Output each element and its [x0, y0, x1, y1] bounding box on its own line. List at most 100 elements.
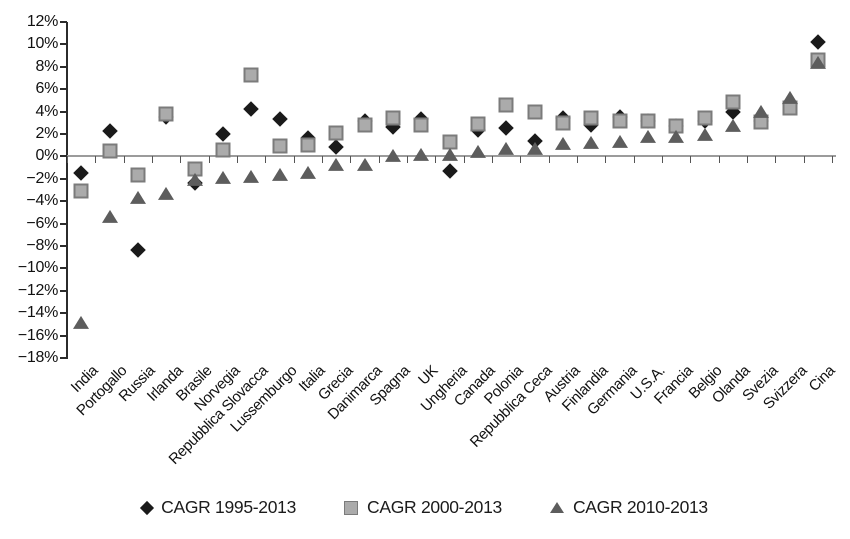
y-tick-label: −4% [26, 192, 58, 210]
data-point-triangle [554, 136, 571, 150]
y-axis-tick [60, 312, 67, 315]
y-axis-tick [60, 289, 67, 292]
x-axis-tick [463, 156, 465, 164]
data-point-triangle [668, 130, 685, 144]
y-axis-tick [60, 110, 67, 113]
data-point-square [328, 125, 344, 141]
x-axis-tick [67, 156, 68, 164]
y-tick-label: −2% [26, 169, 58, 187]
data-point-triangle [498, 141, 515, 155]
data-point-triangle [583, 135, 600, 149]
data-point-diamond [130, 242, 146, 259]
x-axis-tick [662, 156, 663, 164]
x-axis-tick [747, 156, 748, 164]
data-point-diamond [101, 122, 118, 139]
y-tick-label: −18% [17, 349, 58, 366]
data-point-triangle [158, 187, 175, 201]
data-point-square [612, 113, 627, 129]
data-point-triangle [469, 144, 486, 158]
data-point-square [385, 110, 401, 126]
y-axis-tick [60, 177, 67, 180]
y-axis-tick [60, 65, 67, 68]
data-point-triangle [299, 166, 316, 180]
y-tick-label: 12% [26, 13, 58, 30]
legend-diamond-icon [140, 500, 155, 515]
y-axis-line [66, 22, 68, 359]
data-point-square [555, 115, 571, 131]
data-point-triangle [413, 148, 430, 162]
y-tick-label: −6% [26, 214, 58, 232]
y-axis-tick [60, 357, 67, 359]
data-point-diamond [441, 163, 458, 179]
data-point-diamond [73, 165, 89, 181]
x-axis-tick [492, 156, 493, 164]
data-point-triangle [809, 56, 826, 70]
x-axis-tick [520, 156, 522, 164]
x-axis-tick [605, 156, 607, 164]
data-point-triangle [639, 130, 656, 144]
data-point-square [243, 67, 259, 83]
x-axis-tick [690, 156, 692, 164]
x-axis-tick [775, 156, 777, 164]
data-point-square [73, 183, 89, 199]
data-point-diamond [243, 101, 259, 118]
chart-legend: CAGR 1995-2013 CAGR 2000-2013 CAGR 2010-20… [0, 497, 850, 518]
data-point-square [442, 134, 457, 150]
legend-label: CAGR 1995-2013 [161, 497, 297, 517]
y-axis-tick [60, 267, 67, 270]
y-axis-tick [60, 222, 67, 225]
y-axis-tick [60, 21, 67, 23]
data-point-triangle [696, 127, 713, 141]
data-point-square [413, 117, 429, 133]
x-axis-tick [152, 156, 153, 164]
y-axis-tick [60, 200, 67, 203]
data-point-diamond [810, 34, 826, 50]
y-axis-tick [60, 245, 67, 247]
y-axis-tick [60, 155, 67, 158]
y-tick-label: −10% [17, 259, 58, 277]
data-point-square [583, 110, 599, 126]
y-axis-tick [60, 43, 67, 46]
y-tick-label: 0% [35, 147, 58, 165]
data-point-square [470, 116, 486, 132]
y-tick-label: 2% [35, 125, 58, 142]
data-point-square [130, 167, 146, 183]
data-point-square [697, 110, 712, 126]
x-axis-tick [237, 156, 238, 164]
data-point-triangle [101, 209, 118, 223]
data-point-triangle [781, 91, 798, 105]
data-point-triangle [214, 170, 231, 184]
data-point-square [272, 138, 287, 154]
data-point-diamond [215, 126, 231, 142]
data-point-triangle [186, 172, 203, 186]
x-axis-tick [577, 156, 578, 164]
data-point-triangle [611, 134, 628, 148]
data-point-square [725, 94, 741, 110]
y-tick-label: −12% [17, 281, 58, 299]
data-point-triangle [328, 158, 345, 172]
data-point-square [527, 104, 542, 120]
data-point-square [102, 143, 117, 159]
y-tick-label: 4% [35, 102, 58, 120]
y-tick-label: 6% [35, 80, 58, 98]
legend-item: CAGR 2000-2013 [344, 497, 502, 518]
data-point-square [498, 97, 514, 113]
x-axis-tick [180, 156, 182, 164]
data-point-square [640, 113, 656, 129]
data-point-triangle [73, 316, 90, 330]
legend-item: CAGR 2010-2013 [549, 497, 708, 518]
x-axis-tick [718, 156, 720, 164]
x-axis-tick [123, 156, 125, 164]
legend-square-icon [344, 500, 359, 515]
y-tick-label: −14% [17, 304, 58, 322]
data-point-square [158, 106, 174, 122]
data-point-triangle [384, 149, 401, 163]
legend-label: CAGR 2010-2013 [572, 497, 708, 517]
data-point-triangle [526, 141, 543, 155]
y-tick-label: −8% [26, 237, 58, 254]
y-axis-tick [60, 334, 67, 337]
y-tick-label: −16% [17, 326, 58, 344]
x-axis-tick [378, 156, 380, 164]
data-point-triangle [271, 168, 288, 182]
